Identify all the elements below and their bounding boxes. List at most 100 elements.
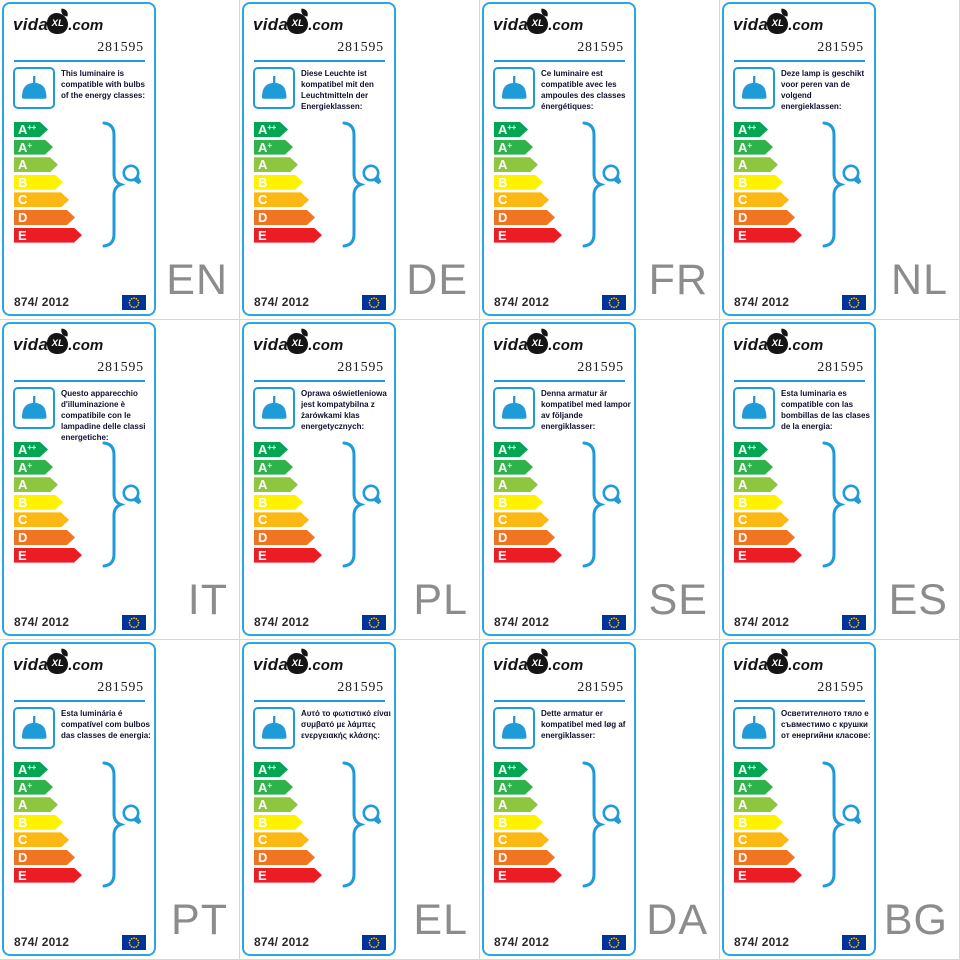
energy-class-letter: A+ xyxy=(18,459,32,475)
compatibility-text: Esta luminária é compatível com bulbos d… xyxy=(61,709,151,741)
pendant-lamp-icon xyxy=(733,67,775,109)
label-cell: vida XL .com 281595 Dette armatur er kompa… xyxy=(480,640,720,960)
curly-brace-icon xyxy=(582,441,606,568)
energy-class-letter: A++ xyxy=(738,762,756,777)
curly-brace-icon xyxy=(822,761,846,888)
vidaxl-leaf-badge-icon: XL xyxy=(287,333,309,354)
energy-class-arrow-a++: A++ xyxy=(734,762,768,777)
vidaxl-logo: vida XL .com xyxy=(493,653,583,675)
energy-class-arrow-d: D xyxy=(494,850,555,865)
pendant-lamp-icon xyxy=(13,67,55,109)
energy-class-letter: C xyxy=(258,512,268,528)
logo-text-vida: vida xyxy=(253,15,289,34)
label-cell: vida XL .com 281595 Questo apparecchio d'i… xyxy=(0,320,240,640)
compatibility-text: Ce luminaire est compatible avec les amp… xyxy=(541,69,626,112)
energy-label-card: vida XL .com 281595 Diese Leuchte ist komp… xyxy=(242,2,396,316)
energy-class-letter: A xyxy=(738,797,748,813)
energy-class-arrow-a++: A++ xyxy=(494,442,528,457)
energy-label-card: vida XL .com 281595 Esta luminária é compa… xyxy=(2,642,156,956)
card-footer: 874/ 2012 xyxy=(494,294,626,310)
language-code: BG xyxy=(883,896,948,944)
logo-text-vida: vida xyxy=(733,15,769,34)
energy-class-letter: E xyxy=(18,227,27,243)
energy-class-letter: D xyxy=(258,209,268,225)
energy-label-card: vida XL .com 281595 This luminaire is comp… xyxy=(2,2,156,316)
energy-class-arrow-a+: A+ xyxy=(254,780,293,795)
logo-text-xl: XL xyxy=(531,658,544,669)
energy-class-letter: B xyxy=(498,814,508,830)
energy-label-card: vida XL .com 281595 Αυτό το φωτιστικό είνα… xyxy=(242,642,396,956)
brace-and-bulb-icon xyxy=(102,761,142,888)
energy-class-arrow-e: E xyxy=(14,228,82,243)
energy-label-card: vida XL .com 281595 Esta luminaria es comp… xyxy=(722,322,876,636)
energy-class-arrow-c: C xyxy=(734,832,789,847)
energy-class-arrow-a++: A++ xyxy=(254,762,288,777)
logo-text-com: .com xyxy=(788,17,824,34)
divider-line xyxy=(494,700,625,702)
energy-class-letter: A xyxy=(258,477,268,493)
energy-class-scale: A++ A+ A B C D E xyxy=(14,762,82,885)
energy-class-letter: C xyxy=(498,832,508,848)
eu-flag-icon xyxy=(122,614,146,630)
eu-flag-icon xyxy=(602,934,626,950)
energy-class-letter: B xyxy=(498,494,508,510)
energy-class-arrow-a+: A+ xyxy=(14,140,53,155)
energy-class-letter: D xyxy=(498,849,508,865)
energy-label-card: vida XL .com 281595 Questo apparecchio d'i… xyxy=(2,322,156,636)
logo-text-xl: XL xyxy=(51,18,64,29)
regulation-number: 874/ 2012 xyxy=(494,295,550,310)
brace-and-bulb-icon xyxy=(822,761,862,888)
language-code: ES xyxy=(888,576,948,624)
vidaxl-leaf-badge-icon: XL xyxy=(767,653,789,674)
vidaxl-logo: vida XL .com xyxy=(13,333,103,355)
energy-class-letter: A++ xyxy=(498,762,516,777)
eu-flag-icon xyxy=(842,934,866,950)
card-footer: 874/ 2012 xyxy=(494,934,626,950)
energy-class-letter: A++ xyxy=(498,442,516,457)
energy-class-arrow-c: C xyxy=(14,512,69,527)
energy-class-arrow-b: B xyxy=(734,815,783,830)
compatibility-info: Esta luminária é compatível com bulbos d… xyxy=(13,707,151,749)
energy-class-arrow-b: B xyxy=(494,815,543,830)
curly-brace-icon xyxy=(342,441,366,568)
energy-class-scale: A++ A+ A B C D E xyxy=(734,442,802,565)
energy-class-letter: A++ xyxy=(738,442,756,457)
card-footer: 874/ 2012 xyxy=(734,934,866,950)
energy-label-card: vida XL .com 281595 Ce luminaire est compa… xyxy=(482,2,636,316)
energy-class-arrow-c: C xyxy=(494,512,549,527)
logo-text-com: .com xyxy=(788,337,824,354)
energy-class-arrow-a: A xyxy=(734,157,778,172)
energy-class-scale: A++ A+ A B C D E xyxy=(254,762,322,885)
light-bulb-icon xyxy=(362,484,382,505)
compatibility-text: Diese Leuchte ist kompatibel mit den Leu… xyxy=(301,69,374,112)
language-code: EN xyxy=(166,256,228,304)
energy-class-letter: E xyxy=(738,547,747,563)
energy-class-letter: D xyxy=(738,529,748,545)
eu-flag-icon xyxy=(122,934,146,950)
energy-class-letter: B xyxy=(258,174,268,190)
vidaxl-leaf-badge-icon: XL xyxy=(287,13,309,34)
energy-class-arrow-a+: A+ xyxy=(494,780,533,795)
energy-class-arrow-a+: A+ xyxy=(254,140,293,155)
divider-line xyxy=(14,380,145,382)
language-code: NL xyxy=(891,256,948,304)
regulation-number: 874/ 2012 xyxy=(14,935,70,950)
card-footer: 874/ 2012 xyxy=(254,294,386,310)
energy-class-arrow-a++: A++ xyxy=(254,122,288,137)
energy-class-arrow-a++: A++ xyxy=(494,762,528,777)
energy-class-arrow-b: B xyxy=(734,495,783,510)
energy-class-letter: E xyxy=(498,867,507,883)
logo-text-xl: XL xyxy=(771,338,784,349)
energy-class-arrow-c: C xyxy=(254,192,309,207)
logo-text-vida: vida xyxy=(253,335,289,354)
logo-text-xl: XL xyxy=(771,658,784,669)
energy-class-scale: A++ A+ A B C D E xyxy=(734,762,802,885)
label-cell: vida XL .com 281595 Denna armatur är kompa… xyxy=(480,320,720,640)
card-footer: 874/ 2012 xyxy=(14,294,146,310)
light-bulb-icon xyxy=(362,804,382,825)
vidaxl-leaf-badge-icon: XL xyxy=(527,653,549,674)
energy-class-arrow-e: E xyxy=(494,548,562,563)
energy-class-letter: E xyxy=(498,227,507,243)
brace-and-bulb-icon xyxy=(102,121,142,248)
